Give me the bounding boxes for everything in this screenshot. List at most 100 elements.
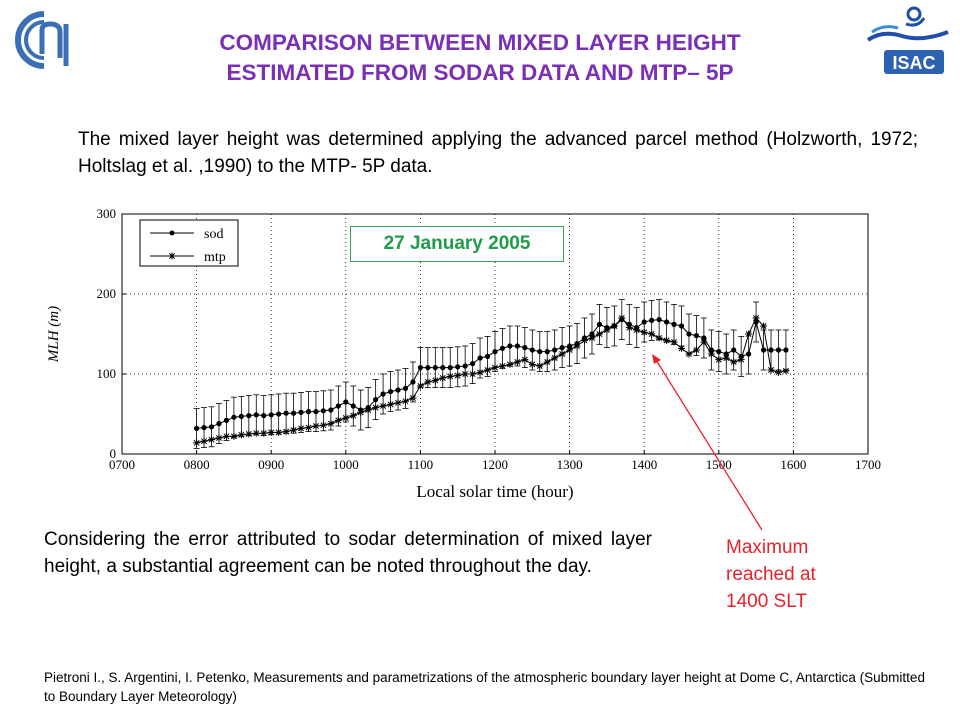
point-sod [559, 345, 565, 351]
date-label: 27 January 2005 [350, 226, 564, 262]
point-sod [522, 345, 528, 351]
point-sod [678, 323, 685, 329]
y-axis-label: MLH (m) [46, 306, 62, 363]
point-sod [283, 410, 289, 416]
point-sod [268, 412, 274, 418]
annotation-line-2: reached at [726, 564, 816, 585]
intro-text: The mixed layer height was determined ap… [78, 129, 918, 177]
point-sod [455, 364, 461, 370]
point-sod [328, 407, 334, 413]
point-mtp [581, 336, 589, 344]
point-sod [350, 403, 356, 409]
point-mtp [409, 394, 417, 402]
point-mtp [536, 362, 544, 370]
point-sod [298, 409, 304, 415]
point-mtp [364, 406, 372, 414]
point-sod [387, 389, 394, 395]
point-sod [663, 319, 670, 325]
point-mtp [618, 314, 626, 322]
point-mtp [245, 430, 253, 438]
conclusion-text: Considering the error attributed to soda… [44, 529, 652, 577]
y-tick-label: 0 [110, 446, 117, 461]
point-sod [343, 399, 349, 405]
x-tick-label: 1200 [482, 457, 508, 472]
point-sod [417, 365, 423, 371]
point-mtp [595, 330, 603, 338]
point-mtp [484, 366, 492, 374]
point-sod [276, 411, 282, 417]
point-mtp [603, 326, 611, 334]
point-sod [589, 331, 595, 337]
point-mtp [319, 421, 327, 429]
point-mtp [275, 428, 283, 436]
point-sod [477, 355, 483, 361]
point-mtp [469, 370, 477, 378]
point-sod [760, 347, 767, 353]
point-sod [410, 379, 416, 385]
x-tick-label: 1500 [706, 457, 732, 472]
point-mtp [521, 356, 529, 364]
x-tick-label: 1000 [333, 457, 359, 472]
point-mtp [782, 367, 790, 375]
point-mtp [461, 370, 469, 378]
point-sod [194, 425, 200, 431]
point-sod [529, 347, 535, 353]
point-mtp [648, 330, 656, 338]
point-mtp [700, 338, 708, 346]
point-mtp [446, 372, 454, 380]
x-tick-label: 1100 [408, 457, 434, 472]
point-mtp [401, 397, 409, 405]
point-mtp [737, 356, 745, 364]
x-tick-label: 0700 [109, 457, 135, 472]
point-mtp [252, 429, 260, 437]
point-sod [641, 319, 647, 325]
point-mtp [692, 346, 700, 354]
point-mtp [342, 414, 350, 422]
point-mtp [327, 420, 335, 428]
point-mtp [193, 439, 201, 447]
point-sod [231, 414, 237, 420]
point-sod [567, 343, 573, 349]
point-mtp [215, 434, 223, 442]
point-sod [223, 417, 230, 423]
point-mtp [439, 374, 447, 382]
annotation-line-3: 1400 SLT [726, 591, 807, 612]
point-mtp [528, 360, 536, 368]
point-sod [649, 317, 655, 323]
point-sod [290, 410, 297, 416]
point-mtp [208, 436, 216, 444]
point-mtp [200, 437, 208, 445]
title-line-1: COMPARISON BETWEEN MIXED LAYER HEIGHT [219, 30, 741, 55]
chart-ticks: 0700 0800 0900 1000 1100 1200 1300 1400 1500 1600… [97, 206, 882, 472]
point-mtp [498, 362, 506, 370]
x-tick-label: 1700 [855, 457, 881, 472]
point-mtp [663, 336, 671, 344]
point-mtp [588, 334, 596, 342]
legend-mtp-label: mtp [204, 250, 226, 265]
point-sod [746, 351, 752, 357]
point-sod [499, 345, 506, 351]
y-tick-label: 300 [97, 206, 117, 221]
point-mtp [558, 350, 566, 358]
point-sod [425, 365, 431, 371]
point-sod [671, 321, 677, 327]
point-sod [440, 365, 446, 371]
point-mtp [610, 322, 618, 330]
point-sod [208, 424, 215, 430]
point-mtp [513, 358, 521, 366]
cnr-logo [15, 11, 69, 69]
annotation-arrowhead [652, 354, 661, 364]
point-mtp [260, 429, 268, 437]
point-sod [402, 385, 409, 391]
x-tick-label: 0800 [184, 457, 210, 472]
point-sod [246, 413, 252, 419]
point-sod [470, 361, 476, 367]
point-sod [544, 349, 550, 355]
annotation-line-1: Maximum [726, 537, 809, 558]
point-mtp [685, 350, 693, 358]
point-mtp [394, 399, 402, 407]
point-mtp [730, 358, 738, 366]
point-mtp [722, 354, 730, 362]
legend-sod-marker [169, 230, 175, 236]
